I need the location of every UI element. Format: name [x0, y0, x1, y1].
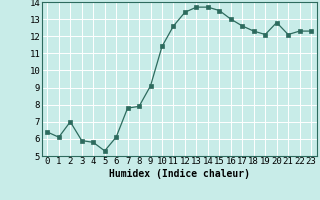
- X-axis label: Humidex (Indice chaleur): Humidex (Indice chaleur): [109, 169, 250, 179]
